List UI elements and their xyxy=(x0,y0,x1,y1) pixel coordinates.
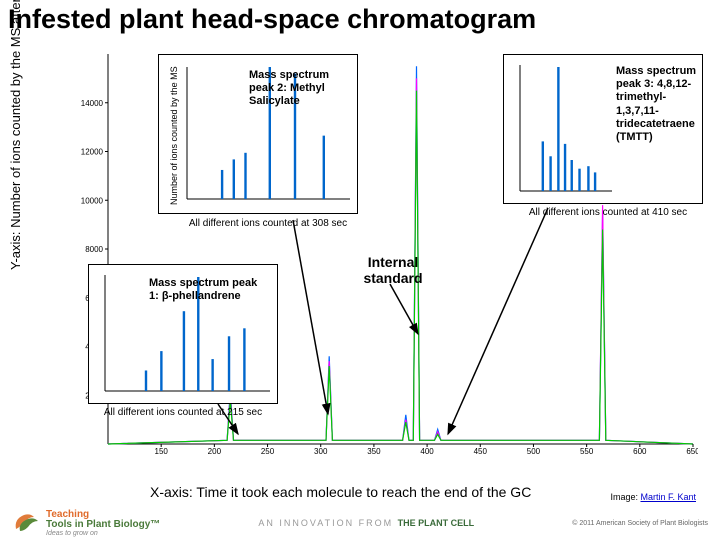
svg-text:350: 350 xyxy=(367,447,381,454)
footer-copyright: © 2011 American Society of Plant Biologi… xyxy=(572,520,708,527)
chart-area: 2000400060008000100001200014000 15020025… xyxy=(48,44,708,474)
svg-text:14000: 14000 xyxy=(81,99,104,108)
inset-peak2: Number of ions counted by the MS Mass sp… xyxy=(158,54,358,214)
x-axis-label: X-axis: Time it took each molecule to re… xyxy=(150,484,531,500)
svg-text:250: 250 xyxy=(261,447,275,454)
inset-peak1: Mass spectrum peak 1: β-phellandrene xyxy=(88,264,278,404)
svg-text:10000: 10000 xyxy=(81,196,104,205)
image-credit: Image: Martin F. Kant xyxy=(610,492,696,502)
leaf-icon xyxy=(12,509,40,538)
inset3-caption: All different ions counted at 410 sec xyxy=(518,207,698,218)
footer: Teaching Tools in Plant Biology™ Ideas t… xyxy=(0,506,720,540)
inset3-label: Mass spectrum peak 3: 4,8,12-trimethyl-1… xyxy=(616,65,701,144)
svg-text:200: 200 xyxy=(208,447,222,454)
y-axis-label: Y-axis: Number of ions counted by the MS… xyxy=(8,0,23,270)
svg-text:600: 600 xyxy=(633,447,647,454)
footer-mid-brand: THE PLANT CELL xyxy=(398,518,475,528)
svg-text:450: 450 xyxy=(474,447,488,454)
credit-prefix: Image: xyxy=(610,492,640,502)
logo-line2: Tools in Plant Biology™ xyxy=(46,520,160,530)
inset1-label: Mass spectrum peak 1: β-phellandrene xyxy=(149,277,269,303)
logo-line1: Teaching xyxy=(46,510,160,520)
footer-logo: Teaching Tools in Plant Biology™ Ideas t… xyxy=(12,509,160,538)
svg-text:8000: 8000 xyxy=(85,245,103,254)
logo-line3: Ideas to grow on xyxy=(46,530,160,537)
inset2-caption: All different ions counted at 308 sec xyxy=(188,218,348,229)
inset-peak3: Mass spectrum peak 3: 4,8,12-trimethyl-1… xyxy=(503,54,703,204)
internal-standard-label: Internal standard xyxy=(343,254,443,286)
svg-text:12000: 12000 xyxy=(81,148,104,157)
svg-text:300: 300 xyxy=(314,447,328,454)
svg-text:650: 650 xyxy=(686,447,698,454)
svg-text:550: 550 xyxy=(580,447,594,454)
inset1-caption: All different ions counted at 215 sec xyxy=(98,407,268,418)
credit-link[interactable]: Martin F. Kant xyxy=(640,492,696,502)
inset3-svg xyxy=(510,59,615,199)
page-title: Infested plant head-space chromatogram xyxy=(0,0,720,37)
footer-mid: AN INNOVATION FROM THE PLANT CELL xyxy=(258,518,474,528)
inset2-label: Mass spectrum peak 2: Methyl Salicylate xyxy=(249,69,349,109)
svg-text:500: 500 xyxy=(527,447,541,454)
footer-mid-text: AN INNOVATION FROM xyxy=(258,518,393,528)
svg-text:400: 400 xyxy=(420,447,434,454)
svg-text:150: 150 xyxy=(155,447,169,454)
